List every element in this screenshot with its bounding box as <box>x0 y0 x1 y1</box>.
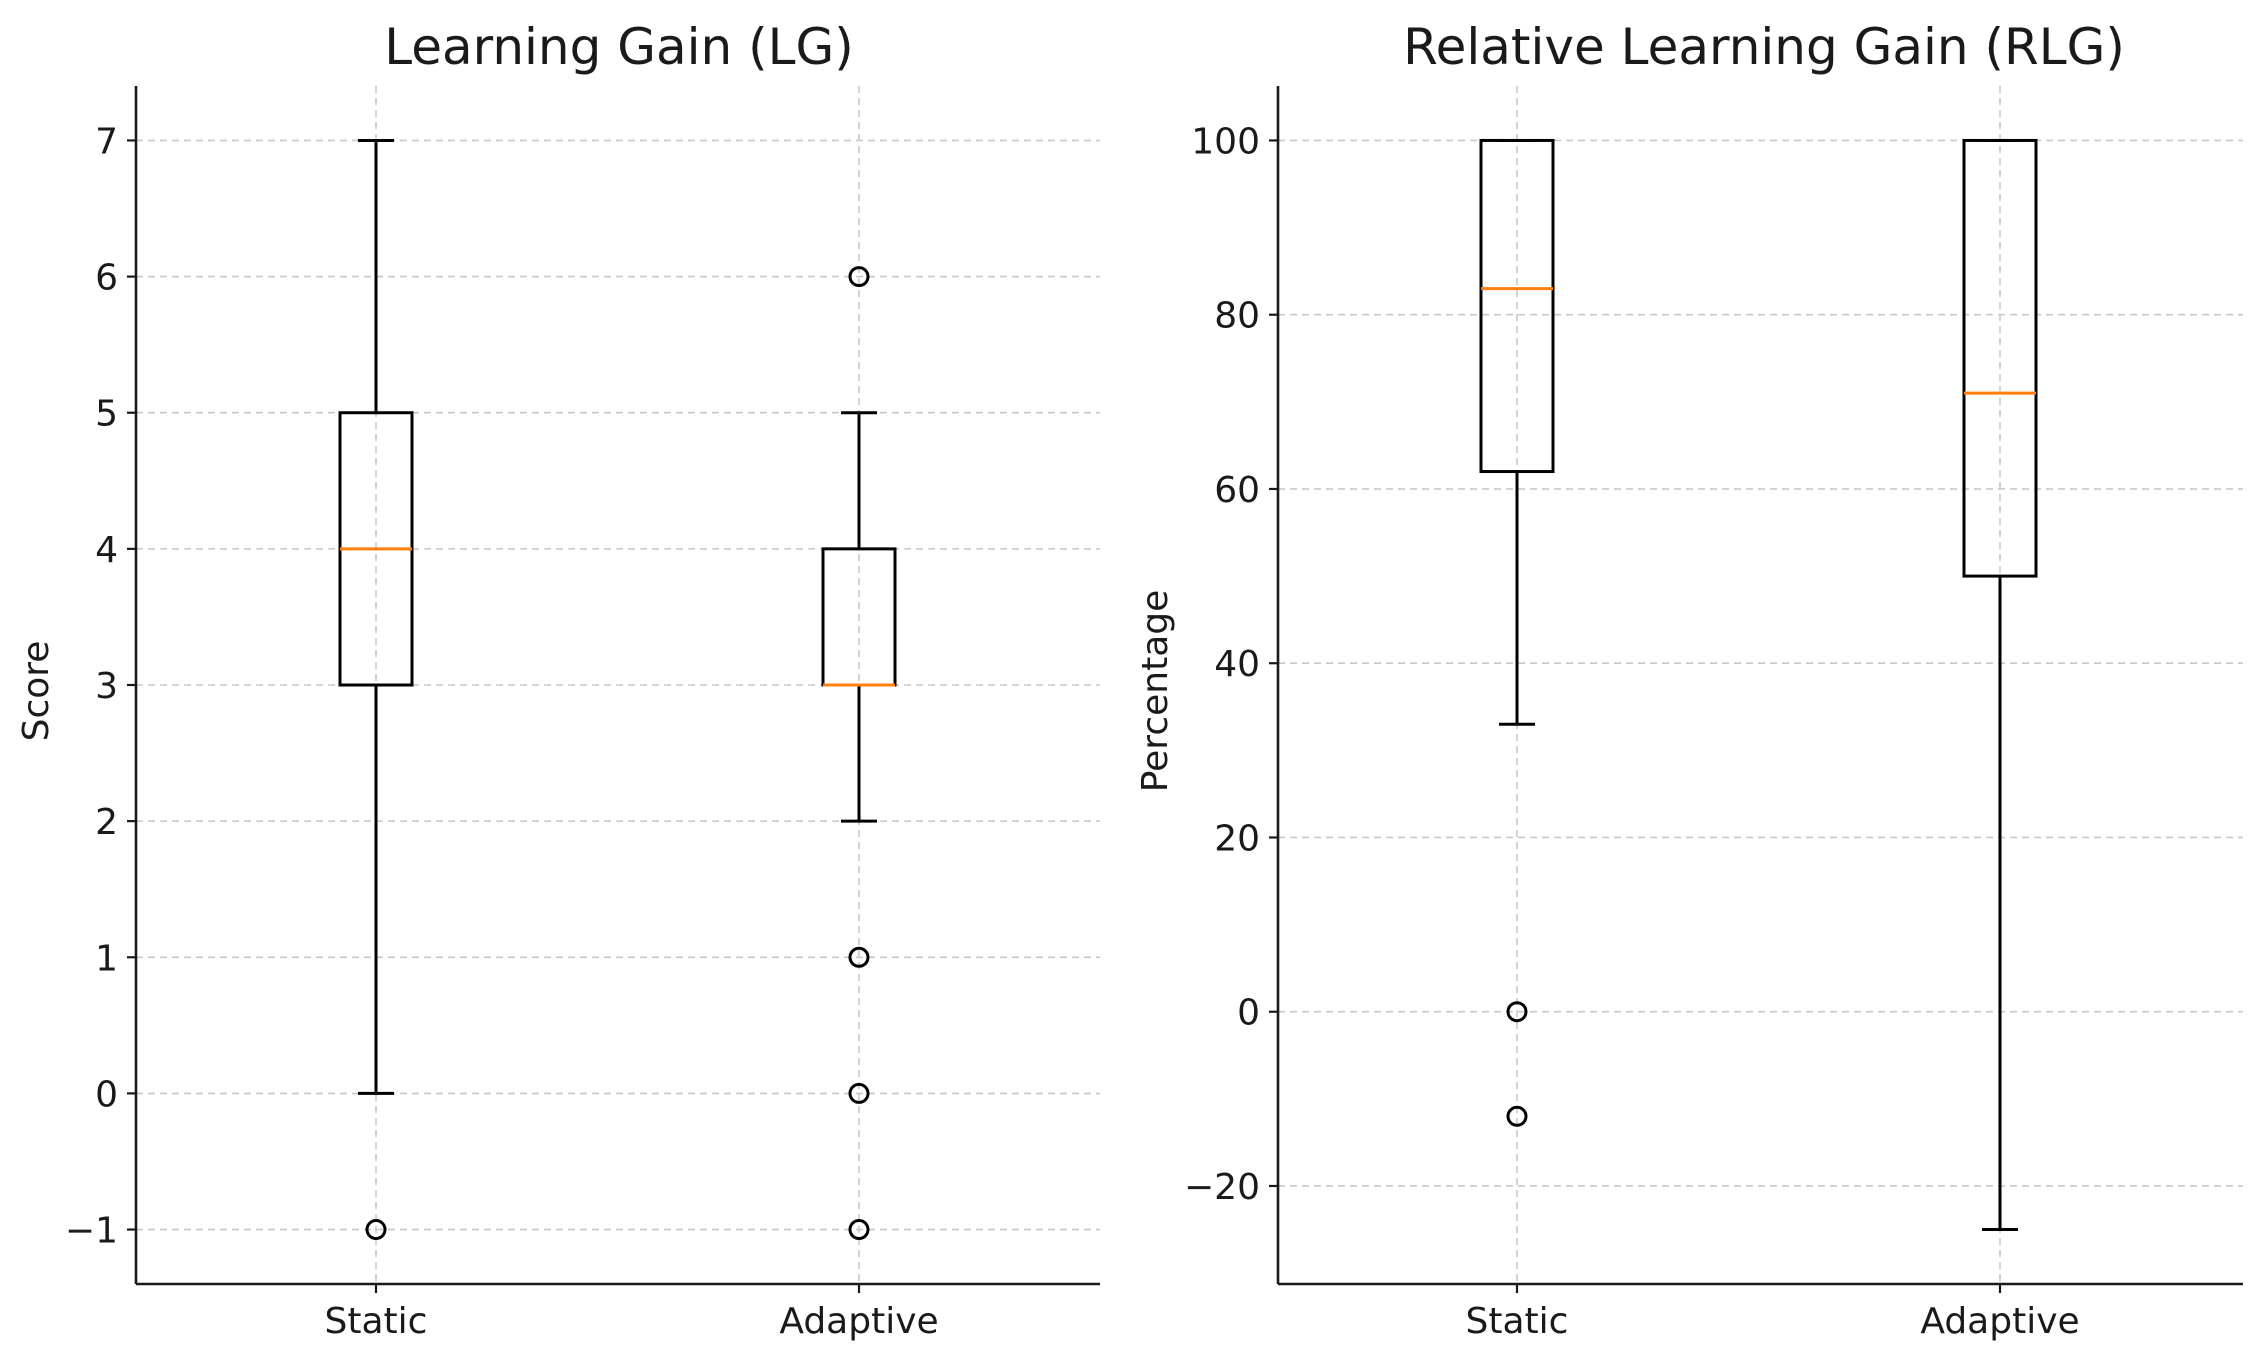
y-tick-label: 6 <box>95 258 118 299</box>
y-tick-label: 5 <box>95 394 118 435</box>
interquartile-box <box>1479 138 1555 474</box>
chart-title: Learning Gain (LG) <box>384 18 853 76</box>
y-tick-label: 0 <box>1237 993 1260 1034</box>
y-tick-label: 1 <box>95 938 118 979</box>
outlier-point <box>848 1082 870 1104</box>
outlier-point <box>848 1219 870 1241</box>
y-tick-label: 0 <box>95 1074 118 1115</box>
outlier-point <box>848 266 870 288</box>
y-tick-label: 2 <box>95 802 118 843</box>
y-tick-label: −20 <box>1184 1167 1260 1208</box>
interquartile-box <box>1962 138 2038 578</box>
box-static <box>338 138 414 1241</box>
chart-relative-learning-gain: Relative Learning Gain (RLG) Percentage … <box>1135 18 2243 1342</box>
y-tick-label: −1 <box>65 1211 118 1252</box>
x-tick-label: Static <box>1466 1301 1569 1342</box>
box-adaptive <box>1962 138 2038 1232</box>
y-tick-label: 3 <box>95 666 118 707</box>
x-tick-label: Adaptive <box>1920 1301 2079 1342</box>
outlier-point <box>1506 1105 1528 1127</box>
x-tick-label: Adaptive <box>779 1301 938 1342</box>
y-axis-label: Score <box>16 641 57 742</box>
y-tick-label: 4 <box>95 530 118 571</box>
outlier-point <box>1506 1001 1528 1023</box>
y-tick-label: 60 <box>1214 470 1260 511</box>
y-tick-label: 20 <box>1214 818 1260 859</box>
chart-learning-gain: Learning Gain (LG) Score −1 0 1 2 3 4 5 6 7 Stati… <box>16 18 1100 1342</box>
chart-title: Relative Learning Gain (RLG) <box>1403 18 2125 76</box>
y-tick-label: 7 <box>95 121 118 162</box>
y-tick-label: 40 <box>1214 644 1260 685</box>
y-axis-label: Percentage <box>1135 590 1176 793</box>
box-adaptive <box>821 266 897 1241</box>
y-tick-label: 100 <box>1191 121 1260 162</box>
outlier-point <box>848 946 870 968</box>
y-tick-label: 80 <box>1214 296 1260 337</box>
x-tick-label: Static <box>325 1301 428 1342</box>
outlier-point <box>365 1219 387 1241</box>
box-static <box>1479 138 1555 1127</box>
